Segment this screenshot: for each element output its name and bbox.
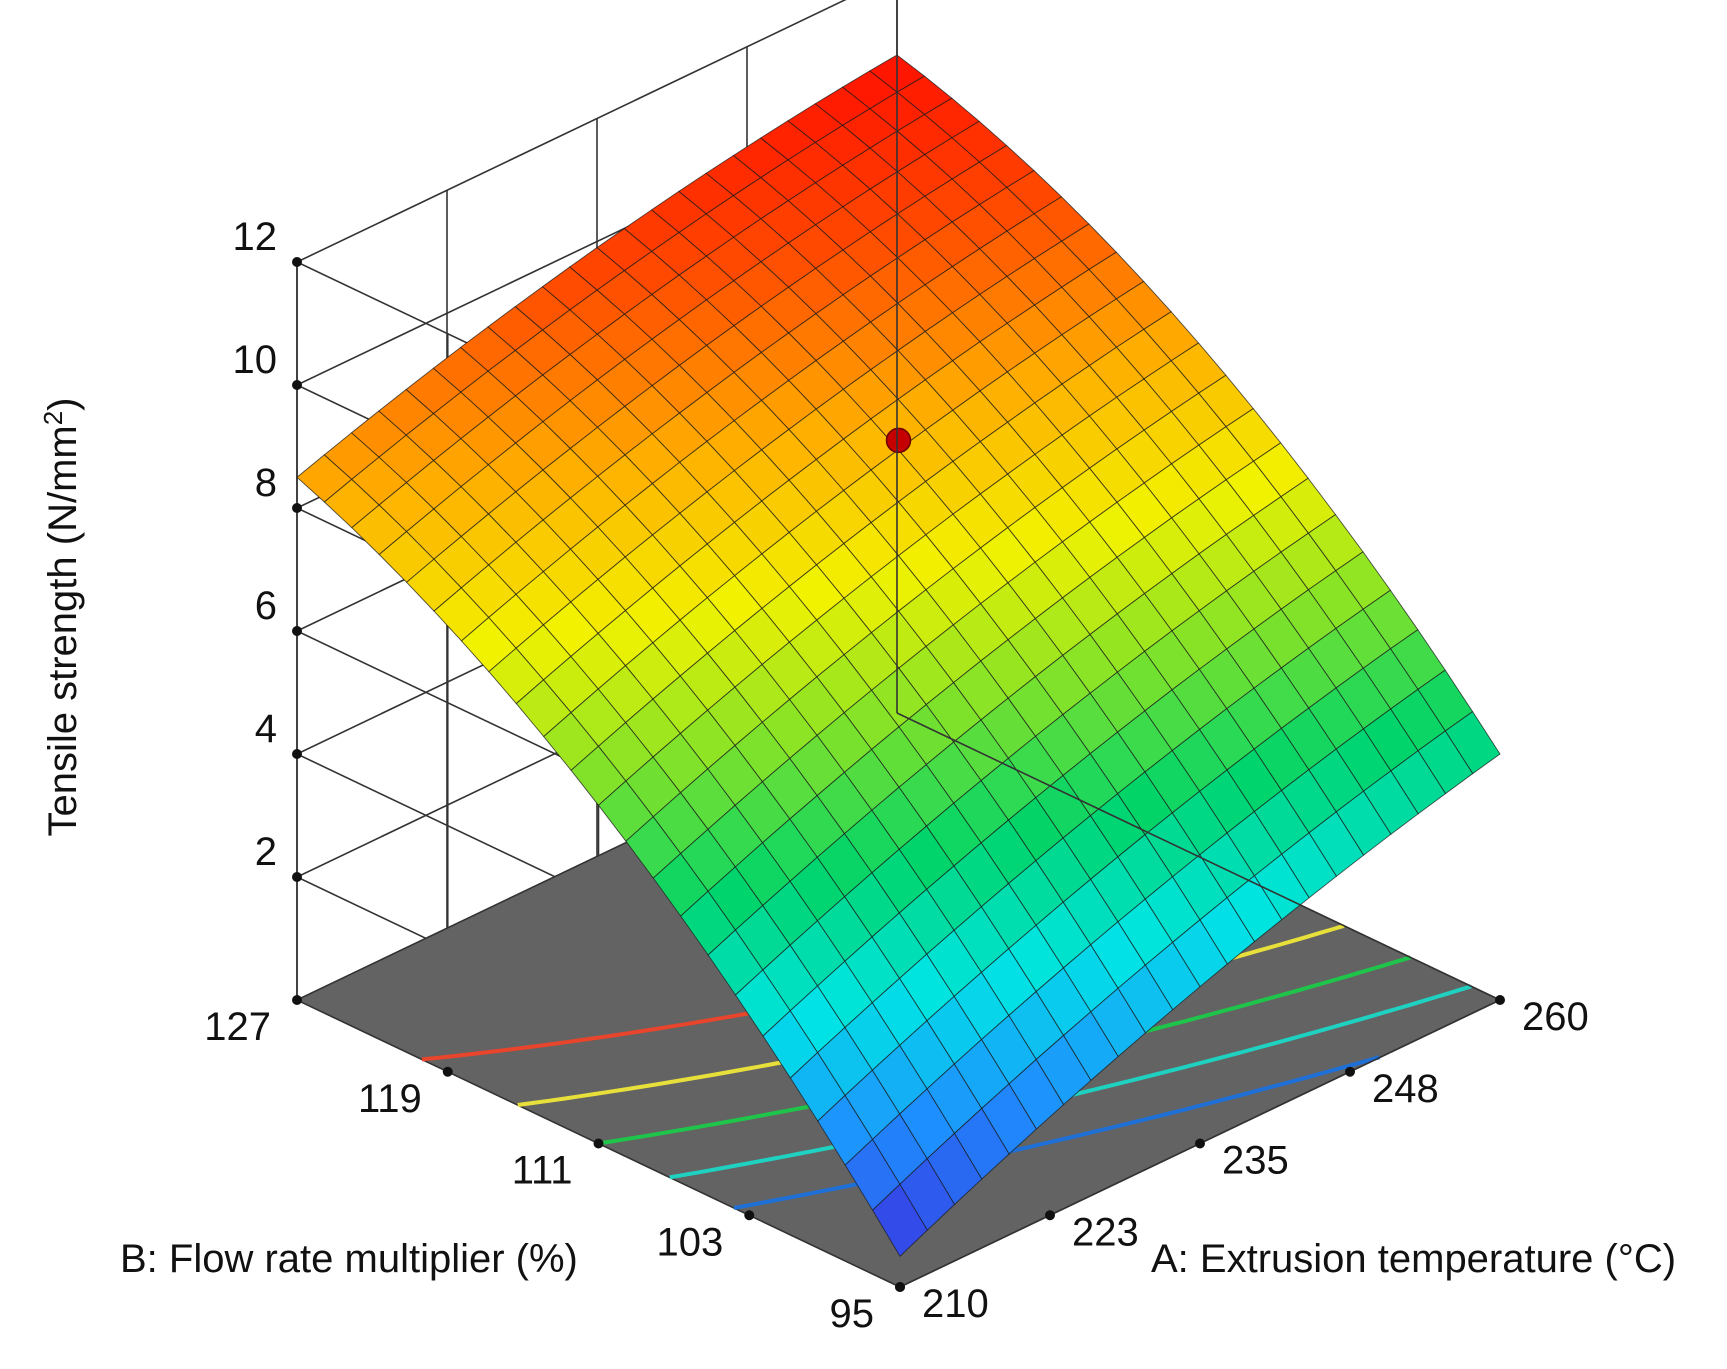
y-tick-label: 111: [512, 1149, 573, 1193]
z-tick-label: 2: [255, 830, 277, 874]
x-tick-dot: [1345, 1066, 1355, 1077]
y-tick-label: 127: [204, 1005, 271, 1049]
z-tick-dot: [292, 626, 302, 636]
z-tick-label: 10: [233, 338, 278, 382]
x-axis-title: A: Extrusion temperature (°C): [1151, 1237, 1676, 1281]
z-tick-dot: [292, 380, 302, 390]
y-tick-label: 119: [358, 1077, 422, 1121]
z-tick-dot: [292, 872, 302, 882]
design-point-marker: [885, 427, 912, 454]
x-tick-dot: [1495, 995, 1505, 1005]
y-tick-label: 103: [657, 1220, 724, 1264]
z-tick-label: 6: [255, 584, 277, 628]
x-tick-dot: [1195, 1138, 1205, 1149]
z-tick-label: 8: [255, 461, 277, 505]
x-tick-label: 260: [1522, 995, 1589, 1039]
axis-ticks: 210 223 235 248 260 95 103 111 119 127 2 4 6 8 10 12: [204, 215, 1589, 1336]
y-tick-label: 95: [830, 1292, 875, 1336]
z-axis-title: Tensile strength (N/mm2): [38, 397, 85, 836]
z-tick-dot: [292, 749, 302, 759]
z-tick-label: 4: [255, 707, 277, 751]
contour-line: [733, 1055, 1381, 1210]
y-tick-dot: [744, 1210, 755, 1221]
z-tick-label: 12: [233, 215, 278, 259]
z-tick-dot: [292, 503, 302, 513]
response-surface: [296, 54, 1501, 1258]
x-tick-label: 223: [1072, 1210, 1139, 1254]
contour-line: [669, 984, 1472, 1180]
x-tick-dot: [1045, 1210, 1055, 1221]
x-tick-label: 248: [1372, 1067, 1439, 1111]
x-tick-label: 235: [1222, 1139, 1289, 1183]
surface-cell: [872, 1183, 928, 1258]
x-tick-label: 210: [922, 1282, 989, 1326]
y-tick-dot: [292, 995, 302, 1005]
z-tick-dot: [292, 257, 302, 267]
y-tick-dot: [895, 1282, 905, 1292]
y-axis-title: B: Flow rate multiplier (%): [120, 1237, 578, 1281]
frame-edge: [896, 712, 1501, 1001]
y-tick-dot: [442, 1066, 453, 1077]
y-tick-dot: [593, 1138, 604, 1149]
z-axis-title-superscript: 2: [38, 411, 68, 425]
z-axis-title-close: ): [41, 397, 85, 410]
z-axis-title-main: Tensile strength (N/mm: [41, 425, 85, 836]
